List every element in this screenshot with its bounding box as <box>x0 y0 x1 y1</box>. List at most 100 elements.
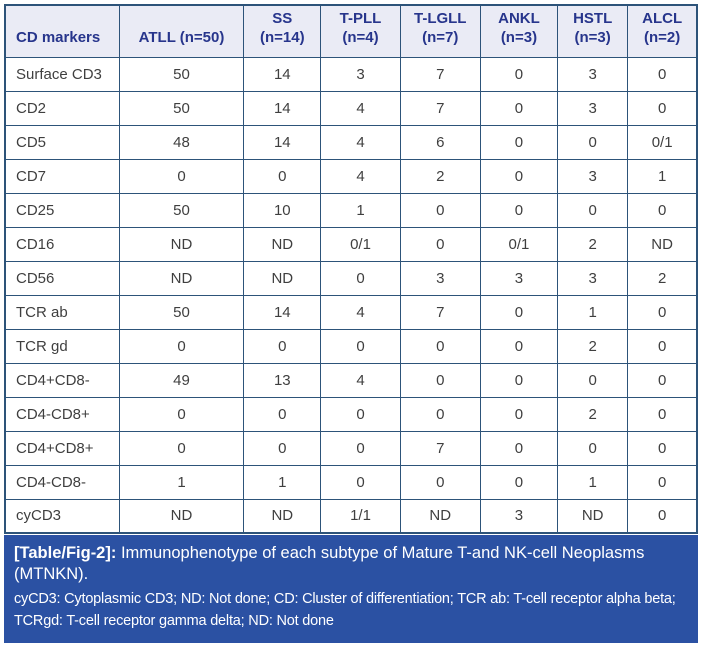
table-row-cd56: CD56 ND ND 0 3 3 3 2 <box>4 260 698 296</box>
table-cell: 0 <box>243 430 322 466</box>
table-cell: 0 <box>627 498 698 534</box>
table-cell: 7 <box>399 430 481 466</box>
table-row-cd4pos-cd8pos: CD4+CD8+ 0 0 0 7 0 0 0 <box>4 430 698 466</box>
row-label: CD4+CD8+ <box>4 430 120 466</box>
table-cell: 4 <box>320 362 401 398</box>
row-label: TCR gd <box>4 328 120 364</box>
table-cell: 0 <box>627 396 698 432</box>
row-label: CD56 <box>4 260 120 296</box>
table-cell: 0 <box>627 90 698 126</box>
column-header-alcl: ALCL (n=2) <box>627 4 698 58</box>
caption-title-text: Immunophenotype of each subtype of Matur… <box>14 544 645 584</box>
row-label: CD4+CD8- <box>4 362 120 398</box>
table-cell: 3 <box>399 260 481 296</box>
table-cell: ND <box>399 498 481 534</box>
table-cell: 0 <box>118 396 245 432</box>
table-cell: 14 <box>243 124 322 160</box>
table-cell: 50 <box>118 90 245 126</box>
table-cell: 1 <box>118 464 245 500</box>
table-row-tcr-gd: TCR gd 0 0 0 0 0 2 0 <box>4 328 698 364</box>
table-cell: 0 <box>479 396 559 432</box>
column-header-cd-markers: CD markers <box>4 4 120 58</box>
table-cell: ND <box>557 498 629 534</box>
table-cell: 4 <box>320 124 401 160</box>
table-cell: 0 <box>557 192 629 228</box>
table-cell: 0 <box>627 192 698 228</box>
table-cell: 0 <box>627 56 698 92</box>
table-cell: 4 <box>320 90 401 126</box>
table-cell: 13 <box>243 362 322 398</box>
table-cell: 0 <box>627 362 698 398</box>
table-cell: 7 <box>399 90 481 126</box>
table-row-cd4pos-cd8neg: CD4+CD8- 49 13 4 0 0 0 0 <box>4 362 698 398</box>
column-header-hstl: HSTL (n=3) <box>557 4 629 58</box>
table-cell: 3 <box>557 56 629 92</box>
column-header-tlgll: T-LGLL (n=7) <box>399 4 481 58</box>
row-label: CD5 <box>4 124 120 160</box>
table-cell: 0 <box>479 192 559 228</box>
table-cell: 6 <box>399 124 481 160</box>
table-cell: 0 <box>627 328 698 364</box>
row-label: CD25 <box>4 192 120 228</box>
table-cell: 1 <box>627 158 698 194</box>
table-cell: 0 <box>399 226 481 262</box>
table-cell: 0 <box>243 328 322 364</box>
table-row-cd4neg-cd8neg: CD4-CD8- 1 1 0 0 0 1 0 <box>4 464 698 500</box>
table-cell: 0 <box>399 328 481 364</box>
table-cell: 0 <box>320 396 401 432</box>
table-cell: 1 <box>243 464 322 500</box>
table-row-cd25: CD25 50 10 1 0 0 0 0 <box>4 192 698 228</box>
table-cell: 1 <box>320 192 401 228</box>
immunophenotype-table: CD markers ATLL (n=50) SS (n=14) T-PLL (… <box>4 4 698 534</box>
figure-caption: [Table/Fig-2]: Immunophenotype of each s… <box>4 535 698 643</box>
table-cell: ND <box>118 226 245 262</box>
table-row-surface-cd3: Surface CD3 50 14 3 7 0 3 0 <box>4 56 698 92</box>
row-label: Surface CD3 <box>4 56 120 92</box>
table-cell: 50 <box>118 294 245 330</box>
table-cell: 2 <box>557 328 629 364</box>
table-cell: ND <box>627 226 698 262</box>
table-cell: 50 <box>118 192 245 228</box>
table-cell: 49 <box>118 362 245 398</box>
table-row-cd7: CD7 0 0 4 2 0 3 1 <box>4 158 698 194</box>
table-cell: 3 <box>557 260 629 296</box>
column-header-atll: ATLL (n=50) <box>118 4 245 58</box>
table-cell: 0 <box>479 328 559 364</box>
header-row: CD markers ATLL (n=50) SS (n=14) T-PLL (… <box>4 4 698 58</box>
table-cell: 0 <box>557 362 629 398</box>
table-cell: 14 <box>243 90 322 126</box>
table-cell: 0/1 <box>479 226 559 262</box>
table-cell: 3 <box>557 90 629 126</box>
table-cell: 0 <box>627 430 698 466</box>
table-cell: 7 <box>399 56 481 92</box>
row-label: CD7 <box>4 158 120 194</box>
column-header-tpll: T-PLL (n=4) <box>320 4 401 58</box>
caption-title: [Table/Fig-2]: Immunophenotype of each s… <box>14 543 688 586</box>
table-cell: 0 <box>320 464 401 500</box>
table-cell: 0 <box>479 158 559 194</box>
table-row-cd4neg-cd8pos: CD4-CD8+ 0 0 0 0 0 2 0 <box>4 396 698 432</box>
table-cell: 0 <box>479 56 559 92</box>
table-row-cd16: CD16 ND ND 0/1 0 0/1 2 ND <box>4 226 698 262</box>
table-cell: 0 <box>243 158 322 194</box>
row-label: CD2 <box>4 90 120 126</box>
table-cell: 0 <box>557 124 629 160</box>
table-cell: 2 <box>627 260 698 296</box>
table-cell: 0 <box>399 464 481 500</box>
caption-tag: [Table/Fig-2]: <box>14 544 117 562</box>
table-cell: 3 <box>557 158 629 194</box>
table-cell: 0 <box>118 328 245 364</box>
row-label: CD16 <box>4 226 120 262</box>
row-label: CD4-CD8- <box>4 464 120 500</box>
table-cell: 0 <box>399 396 481 432</box>
table-cell: 7 <box>399 294 481 330</box>
table-cell: 0 <box>118 158 245 194</box>
table-cell: 2 <box>399 158 481 194</box>
table-cell: 2 <box>557 226 629 262</box>
caption-footnote: cyCD3: Cytoplasmic CD3; ND: Not done; CD… <box>14 590 676 630</box>
table-cell: 0 <box>479 464 559 500</box>
table-cell: ND <box>118 260 245 296</box>
table-cell: 50 <box>118 56 245 92</box>
table-cell: ND <box>118 498 245 534</box>
